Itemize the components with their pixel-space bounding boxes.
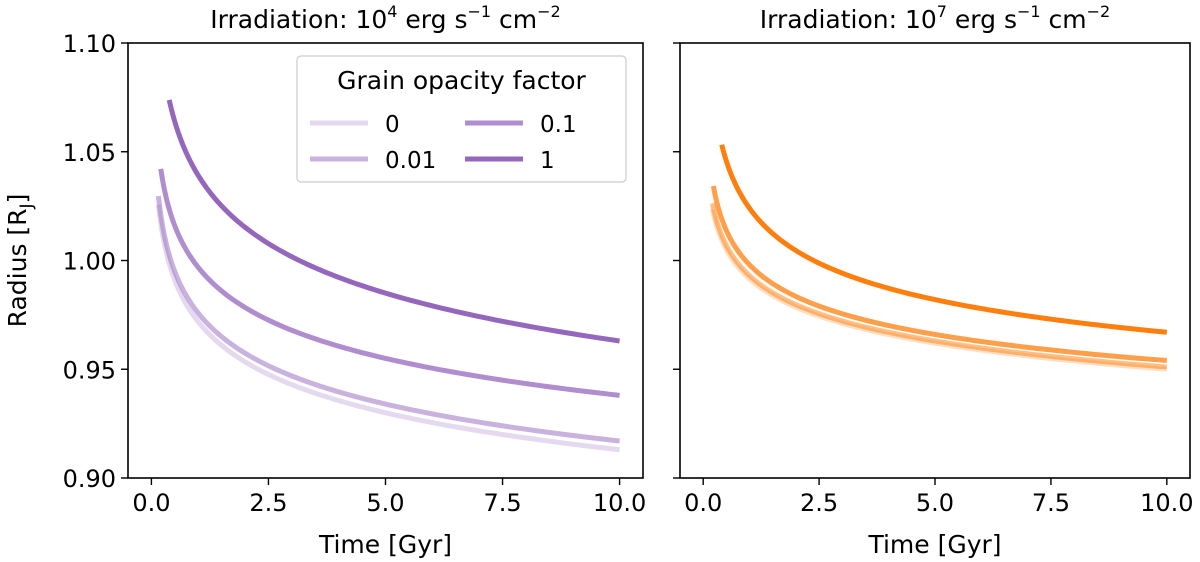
series-line-1 (719, 143, 1168, 335)
panel-left-series (155, 99, 620, 453)
series-line-0 (155, 203, 620, 453)
legend-label-1: 1 (540, 148, 555, 174)
panel-left-xlabel: Time [Gyr] (318, 530, 452, 559)
panel-right: Irradiation: 107 erg s−1 cm−2 0.0 2.5 5.0 7… (673, 2, 1194, 559)
panel-right-title: Irradiation: 107 erg s−1 cm−2 (760, 2, 1110, 34)
x-tick-label: 10.0 (593, 489, 646, 517)
panel-right-frame (679, 42, 1191, 479)
legend-label-0.1: 0.1 (540, 112, 577, 138)
legend-frame (296, 55, 627, 183)
y-tick-label: 1.05 (63, 139, 116, 167)
legend-title: Grain opacity factor (337, 66, 586, 95)
x-tick-label: 2.5 (800, 489, 838, 517)
series-line-0.01 (155, 195, 620, 444)
legend-label-0: 0 (385, 112, 400, 138)
panel-left: Irradiation: 104 erg s−1 cm−2 0.0 2.5 5.0 7… (3, 2, 646, 559)
x-tick-label: 10.0 (1140, 489, 1193, 517)
series-line-0.1 (158, 167, 620, 398)
x-tick-label: 2.5 (249, 489, 287, 517)
series-line-0.1 (710, 184, 1168, 364)
panel-right-series (709, 143, 1168, 372)
y-tick-label: 1.10 (63, 30, 116, 58)
y-tick-label: 0.90 (63, 465, 116, 493)
series-line-0.01 (709, 202, 1168, 370)
y-tick-label: 0.95 (63, 356, 116, 384)
legend: Grain opacity factor 0 0.01 0.1 1 (296, 55, 627, 183)
x-tick-label: 0.0 (132, 489, 170, 517)
x-tick-label: 5.0 (366, 489, 404, 517)
panel-left-ylabel: Radius [RJ] (3, 194, 37, 328)
x-tick-label: 0.0 (684, 489, 722, 517)
x-tick-label: 7.5 (1032, 489, 1070, 517)
legend-label-0.01: 0.01 (385, 148, 436, 174)
x-tick-label: 5.0 (916, 489, 954, 517)
y-tick-label: 1.00 (63, 248, 116, 276)
panel-right-xlabel: Time [Gyr] (867, 530, 1001, 559)
panel-right-ticks: 0.0 2.5 5.0 7.5 10.0 (673, 42, 1194, 517)
series-line-1 (166, 99, 620, 344)
panel-left-frame (127, 42, 644, 479)
panel-left-title: Irradiation: 104 erg s−1 cm−2 (210, 2, 560, 34)
legend-entries: 0 0.01 0.1 1 (310, 112, 577, 174)
panel-left-ticks: 0.0 2.5 5.0 7.5 10.0 0.90 0.95 1.00 1.05 1.10 (63, 30, 647, 517)
x-tick-label: 7.5 (483, 489, 521, 517)
